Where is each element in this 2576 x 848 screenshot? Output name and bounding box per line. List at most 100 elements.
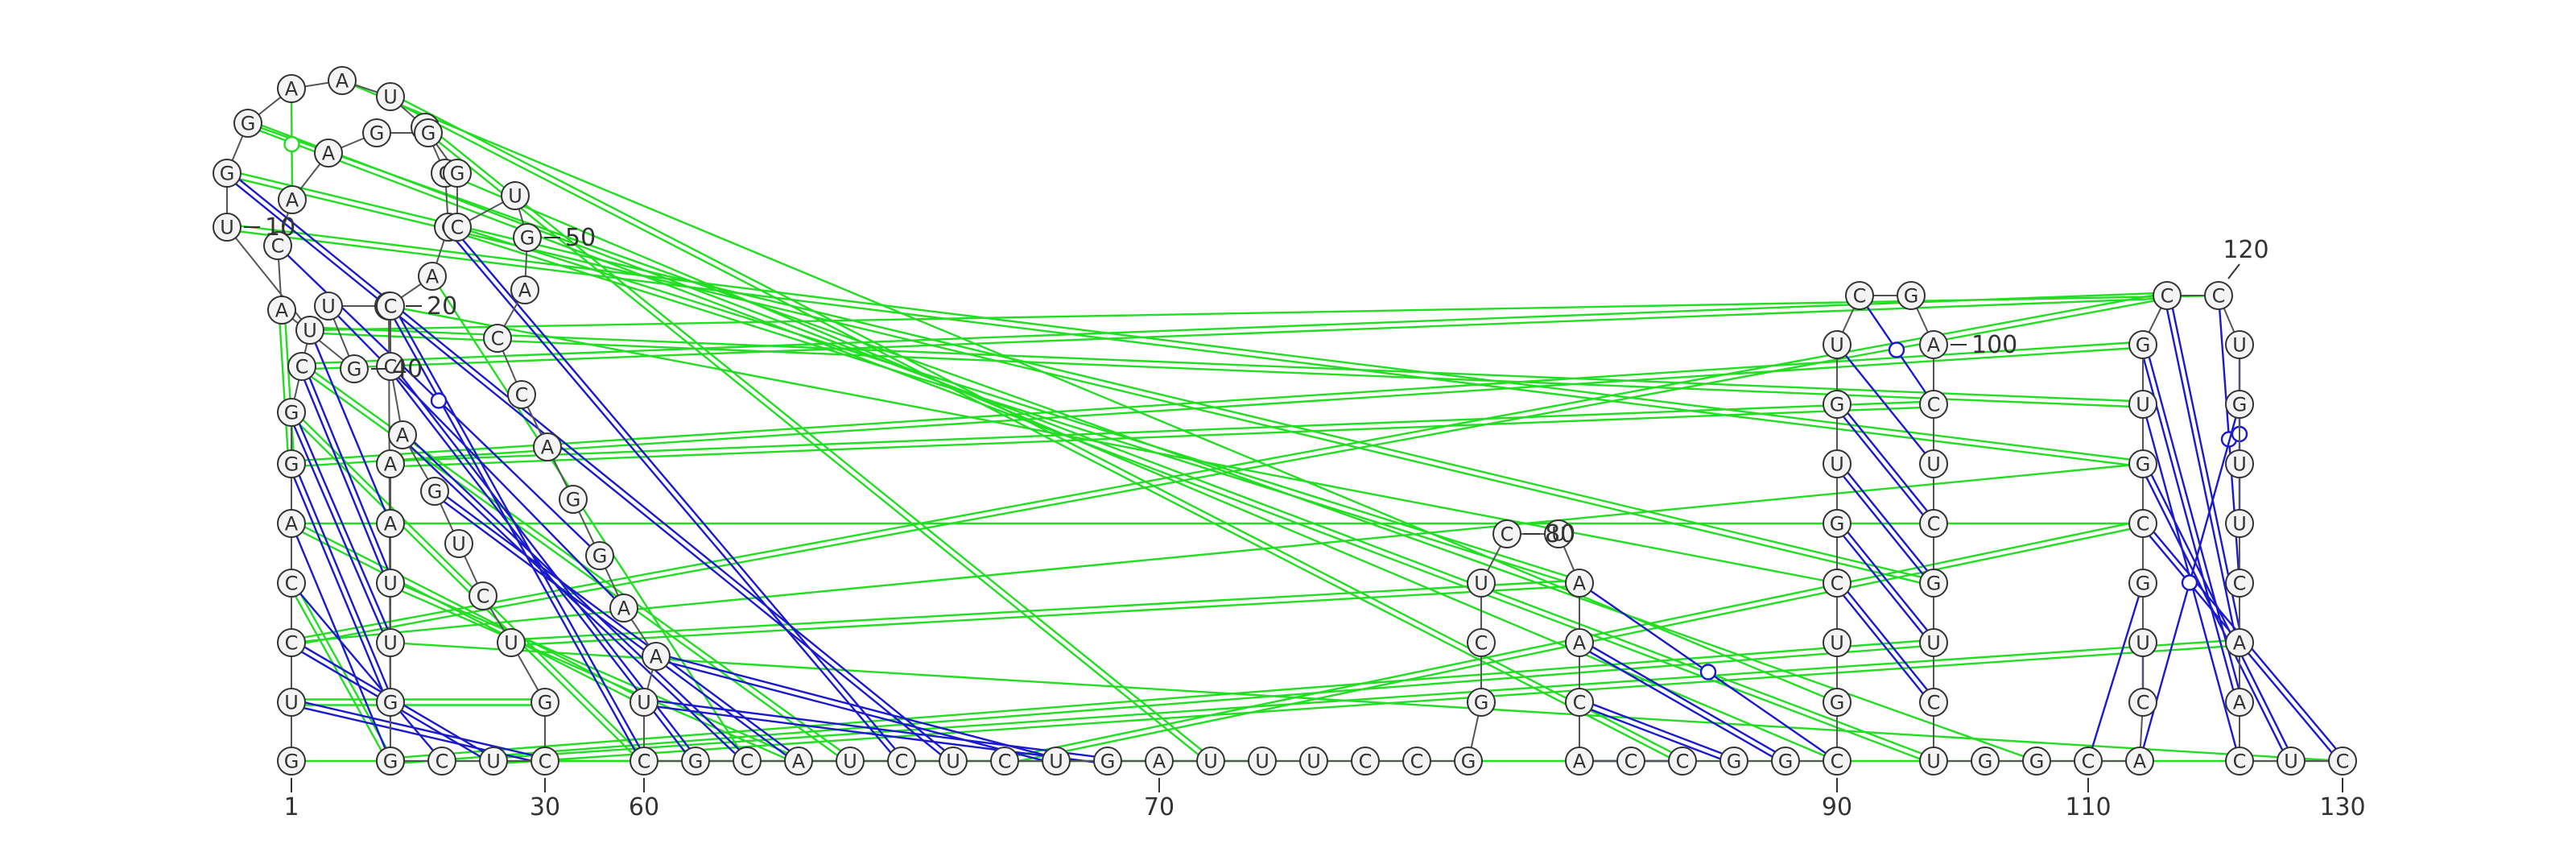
nucleotide-circle: [501, 181, 530, 210]
nucleotide-circle: [388, 420, 417, 449]
nucleotide-circle: [1351, 747, 1380, 776]
nucleotide-circle: [1616, 747, 1645, 776]
nucleotide-circle: [1897, 281, 1926, 310]
nucleotide-76: G: [1454, 747, 1483, 776]
canonical-pair-line: [1838, 461, 1937, 582]
nucleotide-circle: [2204, 281, 2233, 310]
nucleotide-letter: U: [1307, 751, 1321, 773]
nucleotide-95: U: [1823, 449, 1852, 478]
canonical-pair-line: [2145, 461, 2295, 760]
nucleotide-circle: [263, 231, 292, 260]
nucleotide-circle: [2128, 569, 2157, 598]
nucleotide-letter: U: [220, 217, 234, 239]
nucleotide-letter: G: [383, 692, 398, 714]
nucleotide-letter: A: [2233, 692, 2247, 714]
nucleotide-2: U: [277, 688, 306, 717]
nucleotide-circle: [362, 118, 391, 147]
canonical-pair-line: [287, 412, 389, 644]
noncanonical-pair-line-marker: [283, 135, 300, 153]
nucleotide-86: C: [1616, 747, 1645, 776]
nucleotide-circle: [1823, 330, 1852, 359]
nucleotide-letter: A: [384, 513, 398, 536]
nucleotide-circle: [1565, 628, 1594, 657]
nucleotide-circle: [376, 628, 405, 657]
nucleotide-letter: C: [998, 751, 1012, 773]
nucleotide-6: G: [277, 449, 306, 478]
nucleotide-circle: [2128, 390, 2157, 419]
nucleotide-circle: [2225, 569, 2254, 598]
nucleotide-circle: [1823, 569, 1852, 598]
canonical-pair-line: [291, 698, 547, 759]
nucleotide-letter: G: [450, 163, 465, 185]
nucleotide-circle: [277, 569, 306, 598]
nucleotide-93: C: [1823, 569, 1852, 598]
nucleotide-circle: [233, 109, 262, 138]
noncanonical-pair-line: [283, 309, 295, 464]
nucleotide-67: C: [990, 747, 1019, 776]
canonical-pair-line: [1577, 643, 1785, 765]
nucleotide-circle: [479, 747, 508, 776]
position-label-80: 80: [1524, 520, 1575, 548]
nucleotide-68: U: [1042, 747, 1071, 776]
nucleotide-letter: C: [1475, 632, 1488, 655]
nucleotide-letter: G: [1830, 394, 1845, 416]
nucleotide-51: A: [510, 275, 539, 304]
nucleotide-116: G: [2128, 449, 2157, 478]
canonical-pair-line: [2087, 582, 2145, 762]
nucleotide-circle: [887, 747, 916, 776]
nucleotide-97: U: [1823, 330, 1852, 359]
position-label-text: 40: [392, 355, 423, 383]
position-label-50: 50: [544, 224, 596, 252]
nucleotide-letter: C: [436, 751, 449, 773]
nucleotide-49: U: [501, 181, 530, 210]
nucleotide-25: U: [376, 628, 405, 657]
nucleotide-circle: [559, 485, 588, 514]
nucleotide-circle: [376, 352, 405, 381]
nucleotide-circle: [1919, 449, 1948, 478]
nucleotide-circle: [507, 380, 536, 409]
nucleotide-circle: [376, 747, 405, 776]
canonical-pair-line: [656, 652, 1058, 759]
nucleotide-66: U: [939, 747, 968, 776]
nucleotide-19: A: [418, 262, 447, 291]
position-label-text: 10: [265, 213, 295, 242]
noncanonical-pair-line: [390, 641, 2343, 763]
nucleotide-letter: A: [1927, 334, 1941, 357]
nucleotide-circle: [2074, 747, 2103, 776]
nucleotide-circle: [1467, 569, 1496, 598]
nucleotide-circle: [1719, 747, 1748, 776]
position-label-text: 110: [2065, 793, 2111, 821]
nucleotide-circle: [418, 262, 447, 291]
nucleotide-letter: A: [286, 189, 299, 212]
nucleotide-letter: C: [285, 632, 299, 655]
nucleotide-44: A: [314, 139, 343, 168]
nucleotide-circle: [1668, 747, 1697, 776]
nucleotide-90: C: [1823, 747, 1852, 776]
noncanonical-pair-line: [291, 462, 2144, 644]
nucleotide-letter: U: [1926, 632, 1941, 655]
nucleotide-56: G: [585, 541, 614, 570]
nucleotide-105: U: [1919, 628, 1948, 657]
nucleotide-circle: [376, 509, 405, 538]
nucleotide-letter: G: [566, 489, 581, 511]
nucleotide-circle: [2128, 688, 2157, 717]
nucleotide-letter: U: [321, 296, 336, 318]
noncanonical-pair-line: [493, 639, 2240, 759]
nucleotide-letter: A: [1573, 751, 1587, 773]
nucleotide-120: C: [2204, 281, 2233, 310]
nucleotide-circle: [287, 352, 316, 381]
position-label-110: 110: [2065, 778, 2112, 821]
nucleotide-circle: [733, 747, 762, 776]
nucleotide-100: A: [1919, 330, 1948, 359]
noncanonical-pair-line: [247, 122, 2037, 763]
nucleotide-77: G: [1467, 688, 1496, 717]
nucleotide-22: A: [376, 449, 405, 478]
nucleotide-circle: [277, 398, 306, 427]
nucleotide-106: C: [1919, 688, 1948, 717]
nucleotide-circle: [784, 747, 813, 776]
nucleotide-11: G: [213, 159, 242, 188]
nucleotide-letter: U: [1926, 751, 1941, 773]
nucleotide-circle: [1823, 390, 1852, 419]
nucleotide-circle: [1454, 747, 1483, 776]
nucleotide-123: U: [2225, 449, 2254, 478]
